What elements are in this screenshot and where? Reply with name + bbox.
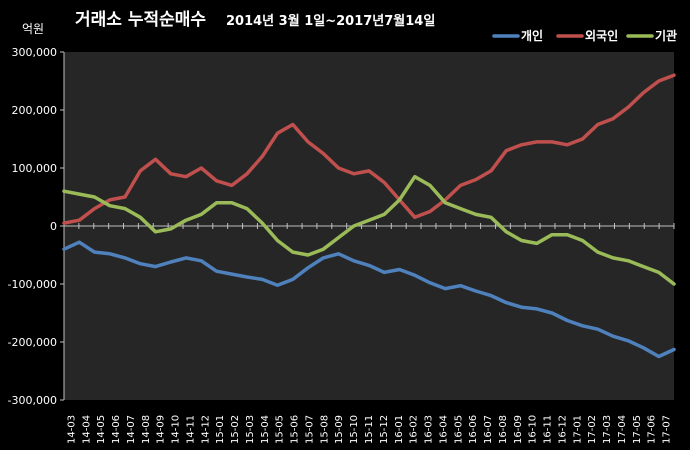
x-tick-label: 14-04 — [81, 415, 92, 444]
axes: 300,000 200,000 100,000 0 -100,000 -200,000 -3… — [8, 46, 675, 444]
x-tick-label: 15-10 — [349, 415, 360, 444]
series-line — [62, 240, 676, 359]
x-tick-label: 17-06 — [647, 415, 658, 444]
series-line — [62, 73, 676, 225]
y-tick-label: 0 — [50, 220, 57, 233]
x-tick-label: 15-12 — [379, 415, 390, 444]
x-tick-label: 16-03 — [424, 415, 435, 444]
x-tick-label: 14-10 — [171, 415, 182, 444]
y-axis-unit-label: 억원 — [22, 22, 44, 36]
y-tick-label: 200,000 — [12, 104, 58, 117]
x-tick-label: 15-01 — [215, 415, 226, 444]
series-layer — [62, 73, 676, 359]
x-tick-label: 16-11 — [543, 415, 554, 444]
y-tick-label: -300,000 — [8, 394, 57, 407]
x-tick-label: 15-06 — [290, 415, 301, 444]
x-tick-label: 14-09 — [156, 415, 167, 444]
x-tick-label: 16-07 — [483, 415, 494, 444]
x-tick-label: 15-07 — [304, 415, 315, 444]
x-tick-label: 14-06 — [111, 415, 122, 444]
chart-subtitle: 2014년 3월 1일~2017년7월14일 — [226, 13, 435, 29]
x-tick-label: 16-01 — [394, 415, 405, 444]
x-tick-label: 16-10 — [528, 415, 539, 444]
x-tick-label: 15-05 — [275, 415, 286, 444]
x-tick-label: 17-04 — [617, 415, 628, 444]
x-tick-label: 15-04 — [260, 415, 271, 444]
x-tick-label: 14-05 — [96, 415, 107, 444]
x-tick-label: 16-02 — [409, 415, 420, 444]
x-tick-label: 17-03 — [602, 415, 613, 444]
x-tick-label: 15-08 — [319, 415, 330, 444]
x-tick-label: 15-11 — [364, 415, 375, 444]
x-tick-label: 16-08 — [498, 415, 509, 444]
x-tick-label: 16-04 — [438, 415, 449, 444]
x-tick-label: 14-11 — [185, 415, 196, 444]
x-tick-label: 17-01 — [572, 415, 583, 444]
x-tick-label: 17-02 — [587, 415, 598, 444]
x-tick-label: 17-07 — [662, 415, 673, 444]
x-tick-label: 15-03 — [245, 415, 256, 444]
x-tick-label: 16-09 — [513, 415, 524, 444]
x-tick-label: 14-03 — [66, 415, 77, 444]
x-tick-label: 14-12 — [200, 415, 211, 444]
x-tick-label: 14-07 — [126, 415, 137, 444]
y-tick-label: -200,000 — [8, 336, 57, 349]
legend-label: 외국인 — [585, 28, 618, 43]
y-tick-label: -100,000 — [8, 278, 57, 291]
y-tick-label: 100,000 — [12, 162, 58, 175]
chart-title: 거래소 누적순매수 — [75, 10, 206, 30]
x-tick-label: 16-06 — [468, 415, 479, 444]
series-line — [62, 174, 676, 286]
legend: 개인 외국인 기관 — [492, 28, 677, 43]
x-tick-label: 14-08 — [141, 415, 152, 444]
x-tick-label: 15-09 — [334, 415, 345, 444]
y-tick-label: 300,000 — [12, 46, 58, 59]
x-tick-label: 15-02 — [230, 415, 241, 444]
x-tick-label: 16-05 — [453, 415, 464, 444]
x-tick-label: 17-05 — [632, 415, 643, 444]
legend-label: 개인 — [521, 28, 543, 43]
x-tick-label: 16-12 — [557, 415, 568, 444]
legend-label: 기관 — [655, 28, 677, 43]
